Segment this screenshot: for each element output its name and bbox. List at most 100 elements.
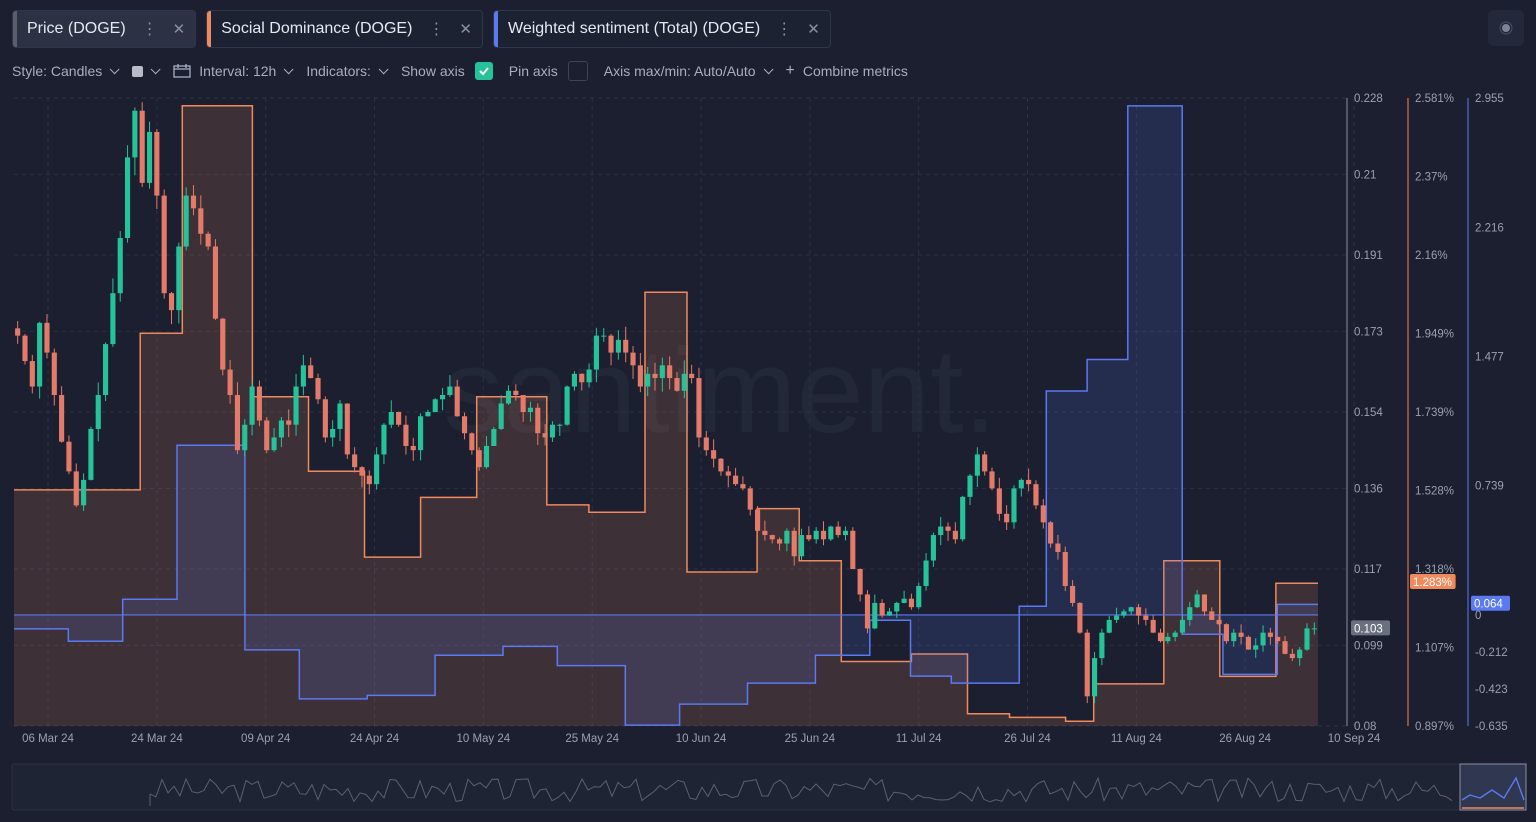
candle-body [315, 378, 321, 400]
candle-body [73, 471, 79, 506]
price-tick-label: 0.21 [1354, 169, 1376, 181]
price-tick-label: 0.191 [1354, 250, 1383, 262]
candle-body [22, 335, 28, 362]
candle-body [601, 335, 607, 337]
candle-body [330, 428, 336, 438]
close-icon[interactable]: ✕ [807, 21, 820, 38]
candle-body [542, 433, 548, 438]
price-tick-label: 0.173 [1354, 326, 1383, 338]
show-axis-toggle[interactable]: Show axis [401, 62, 493, 80]
color-dropdown[interactable] [132, 63, 161, 77]
close-icon[interactable]: ✕ [172, 21, 186, 38]
price-tick-label: 0.228 [1354, 93, 1383, 105]
candle-body [51, 352, 57, 396]
candle-body [29, 361, 35, 387]
interval-icon [173, 64, 191, 78]
candle-body [81, 479, 87, 506]
candle-body [938, 526, 944, 536]
tab-social-dominance[interactable]: Social Dominance (DOGE) ⋮ ✕ [206, 10, 483, 48]
candle-body [908, 598, 914, 608]
tab-weighted-sentiment[interactable]: Weighted sentiment (Total) (DOGE) ⋮ ✕ [493, 10, 831, 48]
x-tick-label: 10 Jun 24 [676, 733, 727, 745]
candle-body [1048, 522, 1054, 544]
candle-body [798, 535, 805, 557]
candle-body [103, 344, 109, 396]
more-options-icon[interactable]: ⋮ [141, 21, 158, 38]
candle-body [733, 475, 739, 485]
candle-body [674, 378, 680, 391]
candle-body [300, 365, 306, 387]
candle-body [205, 233, 211, 247]
candle-body [1084, 632, 1090, 697]
social-tick-label: 1.949% [1415, 329, 1454, 341]
candle-body [1040, 505, 1046, 523]
interval-label: Interval: 12h [199, 63, 277, 79]
tab-price-doge[interactable]: Price (DOGE) ⋮ ✕ [12, 10, 197, 48]
indicators-label: Indicators: [306, 63, 371, 79]
price-current-badge-text: 0.103 [1354, 623, 1383, 635]
indicators-dropdown[interactable]: Indicators: [306, 63, 389, 79]
candle-body [923, 560, 929, 586]
candle-body [850, 530, 856, 569]
more-options-icon[interactable]: ⋮ [776, 21, 792, 38]
x-tick-label: 11 Jul 24 [896, 733, 942, 745]
candle-body [454, 386, 460, 417]
candle-body [1165, 636, 1171, 642]
candle-body [322, 399, 328, 438]
candle-body [996, 488, 1002, 514]
candle-body [1282, 641, 1288, 654]
settings-button[interactable] [1488, 10, 1524, 46]
candle-body [410, 445, 416, 451]
sentiment-tick-label: -0.635 [1475, 721, 1508, 733]
candle-body [124, 157, 131, 239]
candle-body [1267, 632, 1273, 637]
candle-body [271, 437, 277, 451]
pin-axis-toggle[interactable]: Pin axis [509, 61, 588, 81]
candle-body [755, 509, 761, 531]
pin-axis-checkbox[interactable] [567, 61, 588, 81]
candle-body [857, 569, 863, 595]
candle-body [146, 131, 153, 183]
candle-body [242, 424, 248, 451]
x-tick-label: 10 Sep 24 [1328, 733, 1381, 745]
candle-body [1157, 632, 1164, 642]
sentiment-tick-label: 0 [1475, 610, 1481, 622]
candle-body [557, 424, 563, 426]
show-axis-checkbox[interactable] [474, 62, 493, 80]
candle-body [835, 526, 841, 536]
x-tick-label: 24 Apr 24 [350, 733, 400, 745]
candle-body [791, 530, 797, 557]
x-tick-label: 25 Jun 24 [785, 733, 836, 745]
more-options-icon[interactable]: ⋮ [428, 21, 444, 38]
sentiment-tick-label: 1.477 [1475, 352, 1504, 364]
candle-body [88, 428, 94, 480]
candle-body [403, 424, 409, 446]
check-icon [479, 67, 489, 76]
close-icon[interactable]: ✕ [459, 21, 472, 38]
sentiment-area [14, 105, 1318, 726]
candle-body [212, 246, 219, 319]
candle-body [989, 471, 995, 489]
sentiment-current-badge: 0.064 [1471, 595, 1510, 611]
axis-maxmin-dropdown[interactable]: Axis max/min: Auto/Auto [604, 63, 774, 79]
sentiment-tick-label: 2.216 [1475, 222, 1504, 234]
candle-body [1172, 632, 1178, 637]
candle-body [681, 373, 687, 391]
interval-dropdown[interactable]: Interval: 12h [173, 63, 294, 79]
show-axis-label: Show axis [400, 63, 465, 79]
candle-body [762, 530, 768, 536]
candle-body [740, 484, 746, 489]
candle-body [769, 535, 775, 540]
style-dropdown[interactable]: Style: Candles [12, 63, 120, 79]
price-tick-label: 0.136 [1354, 483, 1383, 495]
navigator[interactable] [11, 763, 1527, 811]
candle-body [359, 467, 365, 476]
candle-body [381, 424, 387, 455]
x-tick-label: 06 Mar 24 [22, 733, 74, 745]
price-tick-label: 0.154 [1354, 407, 1383, 419]
price-tick-label: 0.117 [1354, 564, 1382, 576]
candle-body [623, 339, 629, 353]
combine-metrics-button[interactable]: + Combine metrics [786, 62, 908, 80]
candle-body [220, 318, 226, 370]
